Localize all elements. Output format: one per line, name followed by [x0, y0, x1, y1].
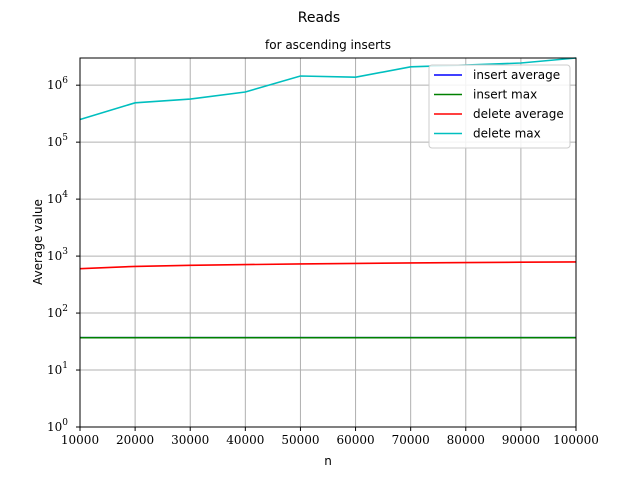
y-tick-base: 10	[47, 192, 62, 206]
chart-subtitle: for ascending inserts	[265, 38, 391, 52]
y-tick-base: 10	[47, 249, 62, 263]
x-tick-label: 90000	[502, 433, 540, 447]
x-axis-ticks: 10000 20000 30000 40000 50000 60000 70000 80000…	[61, 427, 599, 447]
y-tick-label: 100	[47, 418, 68, 434]
x-tick-label: 100000	[553, 433, 599, 447]
x-axis-label: n	[324, 454, 332, 468]
y-tick-exponent: 0	[62, 418, 68, 428]
series-lines	[79, 57, 577, 339]
y-tick-exponent: 4	[62, 190, 68, 200]
y-tick-exponent: 3	[62, 247, 68, 257]
y-tick-exponent: 1	[62, 361, 68, 371]
legend-label: delete average	[473, 107, 564, 121]
x-tick-label: 10000	[61, 433, 99, 447]
y-tick-label: 101	[47, 361, 68, 377]
y-tick-label: 104	[47, 190, 68, 206]
series-line-2	[79, 261, 577, 270]
x-tick-label: 20000	[116, 433, 154, 447]
x-tick-label: 80000	[447, 433, 485, 447]
y-tick-exponent: 5	[62, 133, 68, 143]
y-tick-exponent: 2	[62, 304, 68, 314]
y-tick-base: 10	[47, 78, 62, 92]
y-tick-label: 106	[47, 76, 68, 92]
y-tick-base: 10	[47, 363, 62, 377]
y-tick-label: 102	[47, 304, 68, 320]
y-tick-base: 10	[47, 135, 62, 149]
y-tick-label: 105	[47, 133, 68, 149]
x-tick-label: 50000	[281, 433, 319, 447]
chart-title: Reads	[298, 10, 340, 26]
x-tick-label: 40000	[226, 433, 264, 447]
series-line-3	[79, 57, 577, 121]
y-tick-exponent: 6	[62, 76, 68, 86]
y-axis-label: Average value	[31, 199, 45, 285]
legend-label: insert max	[473, 88, 537, 102]
y-tick-base: 10	[47, 420, 62, 434]
x-tick-label: 30000	[171, 433, 209, 447]
legend-label: delete max	[473, 127, 541, 141]
y-tick-base: 10	[47, 306, 62, 320]
x-tick-label: 70000	[392, 433, 430, 447]
plot-frame	[79, 57, 577, 428]
legend-box	[428, 64, 571, 149]
x-tick-label: 60000	[336, 433, 374, 447]
legend-label: insert average	[473, 68, 560, 82]
legend: insert average insert max delete average de…	[428, 64, 571, 149]
y-tick-label: 103	[47, 247, 68, 263]
